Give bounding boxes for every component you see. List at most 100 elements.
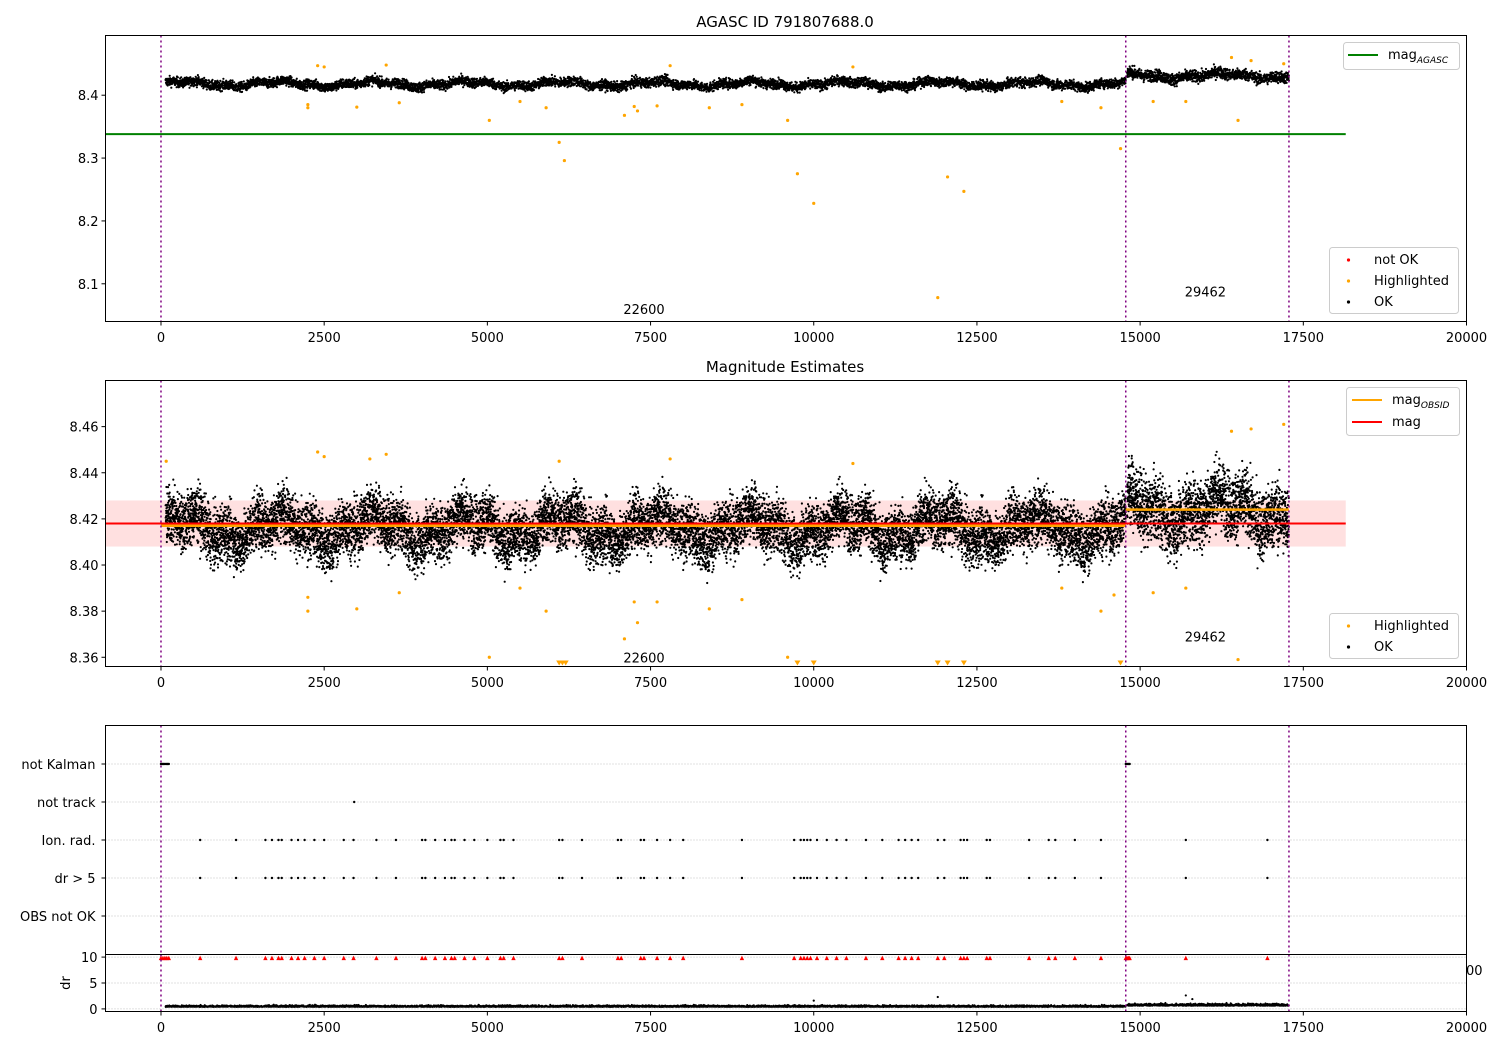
highlighted-point [635,109,640,113]
flag-point [424,876,427,880]
legend-ok-marker [1346,645,1351,649]
legend-not-ok-marker [1346,258,1351,262]
flag-point [1047,876,1050,880]
dr-clipped-marker [166,955,172,961]
dr-clipped-marker [654,955,660,961]
dr-clipped-marker [935,955,940,961]
flag-point [1054,876,1057,880]
flag-point [668,876,672,880]
flag-point [864,838,868,842]
dr-clipped-marker [863,955,869,961]
dr-clipped-marker [909,955,914,961]
flag-point [988,838,992,842]
dr-axis-label: dr [59,976,74,990]
dr-clipped-marker [276,955,281,961]
legend-mag-agasc-label: magAGASC [1388,48,1449,66]
y-tick-label: 8.38 [70,605,99,620]
highlighted-point [1249,427,1253,431]
flag-category-label: not track [37,796,96,811]
flag-point [290,876,293,880]
dr-clipped-marker [579,955,585,961]
highlighted-point [518,99,522,104]
flag-point [825,838,828,842]
x-tick-label: 12500 [956,676,997,691]
y-tick-label: 8.36 [70,651,99,666]
flag-point [806,838,809,842]
highlighted-point [518,586,522,590]
dr-clipped-marker [880,955,885,961]
legend-mag-obsid-label: magOBSID [1392,393,1450,411]
clipped-point-marker [810,660,817,666]
y-tick-label: 8.42 [70,513,99,528]
x-tick-label: 10000 [793,331,834,346]
dr-clipped-marker [295,955,301,961]
flag-point [270,876,274,880]
dr-panel: 0 5 10 0 2500 5000 7500 10000 12500 15000 17500 20… [59,951,1487,1036]
dr-clipped-marker [556,955,562,961]
flag-point [277,838,280,842]
flag-point [322,876,326,880]
highlighted-point [1151,99,1155,104]
flag-point [167,762,171,766]
dr-clipped-marker [511,955,516,961]
highlighted-point [1236,657,1240,662]
y-tick-label: 5 [89,977,97,992]
highlighted-point [397,591,401,595]
flag-point [420,838,424,842]
flag-point [936,876,939,880]
flag-point [450,838,453,842]
flag-point [502,838,505,842]
x-tick-label: 17500 [1283,676,1324,691]
legend-lower-box [1329,613,1459,659]
dr-points [164,1001,1290,1008]
flag-point [453,876,456,880]
flag-point [270,838,274,842]
flag-point [916,876,920,880]
flag-point [234,876,238,880]
flag-point [740,876,744,880]
flag-category-label: OBS not OK [20,910,96,925]
dr-clipped-marker [374,955,379,961]
highlighted-point [1282,62,1286,66]
highlighted-point [1060,586,1064,590]
flag-point [486,838,489,842]
ok-points [164,450,1291,585]
highlighted-point [786,118,790,122]
legend-highlighted-label: Highlighted [1374,619,1449,634]
flag-point [655,838,659,842]
flag-point [845,876,848,880]
clipped-point-marker [934,660,941,666]
y-tick-label: 0 [89,1003,97,1018]
obsid-label-29462: 29462 [1185,285,1226,300]
x-tick-label: 5000 [471,331,504,346]
highlighted-point [962,189,966,193]
highlighted-point [355,607,359,611]
flag-point [799,876,802,880]
highlighted-point [397,101,401,105]
flag-point [792,838,796,842]
flag-category-label: not Kalman [21,758,95,773]
flag-point [903,838,907,842]
flag-point [322,838,326,842]
x-tick-label: 7500 [634,676,667,691]
flag-point [499,838,502,842]
x-tick-label: 5000 [471,676,504,691]
clipped-point-marker [1117,660,1124,666]
dr-clipped-marker [321,955,327,961]
agasc-panel-title: AGASC ID 791807688.0 [696,13,874,31]
flag-point [881,838,884,842]
highlighted-point [1118,147,1123,151]
flag-point [668,838,672,842]
flag-point [443,838,447,842]
dr-clipped-marker [808,955,813,961]
dr-clipped-marker [432,955,438,961]
highlighted-point [655,104,659,108]
highlighted-point [635,621,640,625]
dr-clipped-marker [419,955,425,961]
dr-clipped-marker [618,955,624,961]
dr-clipped-marker [263,955,268,961]
dr-clipped-marker [834,955,839,961]
highlighted-point [622,637,627,641]
flag-point [557,838,561,842]
flag-point [809,876,812,880]
